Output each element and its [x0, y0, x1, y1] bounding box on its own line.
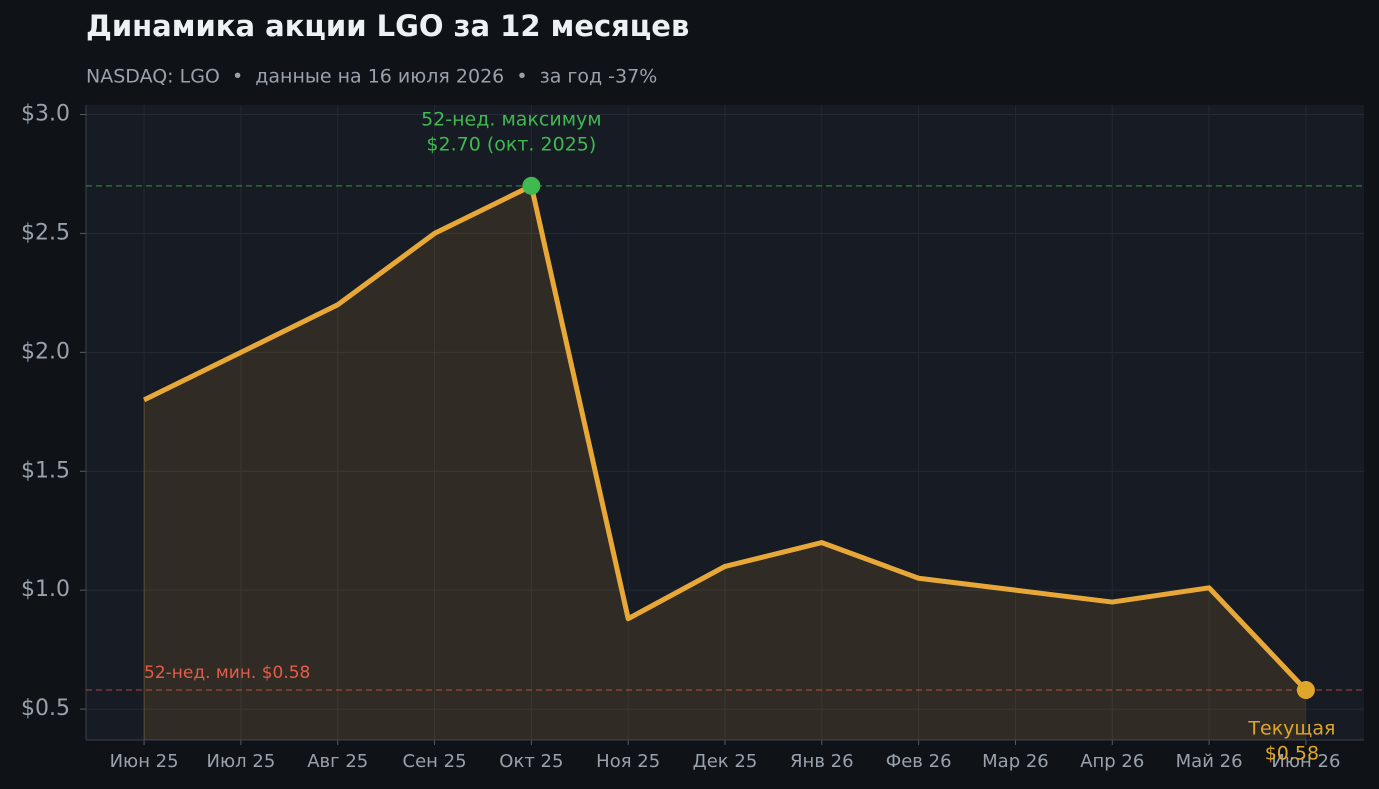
- highlight-marker: [522, 176, 541, 195]
- annotation: 52-нед. максимум: [421, 108, 602, 130]
- chart-title: Динамика акции LGO за 12 месяцев: [86, 9, 689, 43]
- x-tick-label: Сен 25: [403, 751, 467, 772]
- chart-subtitle: NASDAQ: LGO • данные на 16 июля 2026 • з…: [86, 66, 657, 88]
- x-tick-label: Мар 26: [982, 751, 1049, 772]
- y-tick-label: $1.5: [21, 458, 70, 483]
- y-tick-label: $0.5: [21, 696, 70, 721]
- x-tick-label: Авг 25: [307, 751, 368, 772]
- x-tick-label: Дек 25: [693, 751, 758, 772]
- y-tick-label: $3.0: [21, 102, 70, 127]
- x-tick-label: Ноя 25: [596, 751, 660, 772]
- min-label: 52-нед. мин. $0.58: [144, 663, 310, 683]
- x-tick-label: Июн 25: [110, 751, 179, 772]
- annotation: $0.58: [1265, 743, 1319, 765]
- y-tick-label: $1.0: [21, 577, 70, 602]
- line: [142, 183, 1308, 692]
- x-tick-label: Июл 25: [207, 751, 276, 772]
- annotation: Текущая: [1247, 718, 1335, 740]
- y-tick-label: $2.0: [21, 339, 70, 364]
- x-tick-label: Окт 25: [499, 751, 563, 772]
- x-tick-label: Май 26: [1176, 751, 1243, 772]
- highlight-marker: [1296, 681, 1315, 700]
- area: [144, 185, 1306, 740]
- x-tick-label: Июн 26: [1271, 751, 1340, 772]
- x-tick-label: Янв 26: [790, 751, 854, 772]
- x-tick-label: Апр 26: [1080, 751, 1144, 772]
- y-tick-label: $2.5: [21, 220, 70, 245]
- annotation: $2.70 (окт. 2025): [426, 133, 596, 155]
- x-tick-label: Фев 26: [886, 751, 952, 772]
